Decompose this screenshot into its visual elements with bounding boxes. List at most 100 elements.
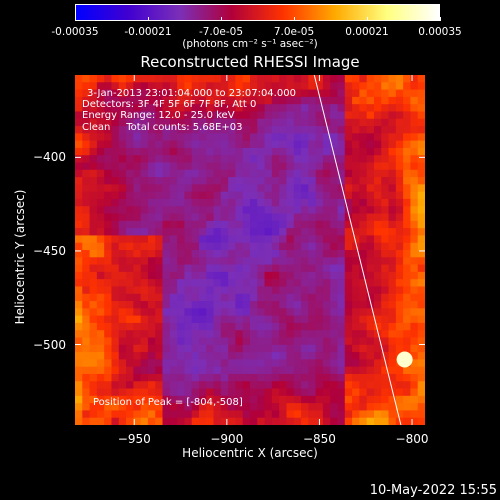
heatmap-cell (235, 133, 244, 142)
heatmap-cell (257, 381, 266, 390)
heatmap-cell (89, 388, 98, 397)
heatmap-cell (359, 308, 368, 317)
heatmap-cell (257, 96, 266, 105)
heatmap-cell (126, 301, 134, 309)
heatmap-cell (228, 417, 237, 425)
heatmap-cell (264, 75, 273, 83)
heatmap-cell (403, 162, 412, 171)
heatmap-cell (388, 279, 397, 288)
heatmap-cell (228, 191, 237, 200)
heatmap-cell (191, 279, 200, 288)
heatmap-cell (177, 147, 185, 156)
heatmap-cell (330, 75, 339, 83)
heatmap-cell (140, 257, 149, 266)
heatmap-cell (118, 388, 127, 397)
heatmap-cell (395, 366, 404, 375)
heatmap-cell (410, 96, 419, 105)
heatmap-cell (359, 352, 368, 360)
heatmap-cell (395, 330, 404, 339)
heatmap-cell (213, 352, 222, 360)
heatmap-cell (75, 381, 83, 390)
heatmap-cell (198, 366, 207, 375)
heatmap-cell (155, 96, 164, 105)
heatmap-cell (264, 403, 273, 412)
heatmap-cell (235, 118, 244, 127)
heatmap-cell (373, 315, 382, 324)
heatmap-cell (184, 330, 193, 339)
heatmap-cell (366, 264, 375, 273)
heatmap-cell (301, 308, 309, 317)
heatmap-cell (388, 271, 397, 280)
heatmap-cell (235, 198, 244, 207)
heatmap-cell (410, 155, 419, 164)
heatmap-cell (381, 126, 390, 134)
heatmap-cell (279, 264, 288, 273)
heatmap-cell (352, 366, 360, 375)
heatmap-cell (126, 330, 134, 339)
heatmap-cell (330, 315, 339, 324)
heatmap-cell (235, 330, 244, 339)
heatmap-cell (242, 301, 251, 309)
heatmap-cell (177, 337, 185, 346)
heatmap-cell (206, 315, 215, 324)
heatmap-cell (228, 162, 237, 171)
heatmap-cell (235, 293, 244, 302)
heatmap-cell (352, 308, 360, 317)
heatmap-plot: 3-Jan-2013 23:01:04.000 to 23:07:04.000 … (75, 75, 425, 425)
heatmap-cell (147, 344, 156, 353)
heatmap-cell (169, 162, 178, 171)
heatmap-cell (403, 169, 412, 178)
heatmap-cell (403, 279, 412, 288)
heatmap-cell (104, 395, 113, 404)
heatmap-cell (322, 235, 331, 244)
heatmap-cell (184, 279, 193, 288)
heatmap-cell (293, 250, 302, 258)
heatmap-cell (373, 330, 382, 339)
heatmap-cell (352, 301, 360, 309)
heatmap-cell (133, 242, 142, 251)
heatmap-cell (118, 279, 127, 288)
heatmap-cell (417, 184, 425, 193)
heatmap-cell (344, 235, 353, 244)
heatmap-cell (337, 381, 346, 390)
heatmap-cell (104, 330, 113, 339)
heatmap-cell (337, 191, 346, 200)
heatmap-cell (75, 395, 83, 404)
heatmap-cell (96, 96, 105, 105)
heatmap-cell (177, 75, 185, 83)
heatmap-cell (220, 96, 229, 105)
heatmap-cell (162, 96, 171, 105)
heatmap-cell (242, 118, 251, 127)
heatmap-cell (330, 118, 339, 127)
heatmap-cell (191, 75, 200, 83)
heatmap-cell (235, 96, 244, 105)
heatmap-cell (242, 344, 251, 353)
heatmap-cell (271, 308, 280, 317)
heatmap-cell (257, 373, 266, 382)
heatmap-cell (104, 82, 113, 91)
heatmap-cell (118, 184, 127, 193)
heatmap-cell (301, 373, 309, 382)
heatmap-cell (75, 89, 83, 98)
heatmap-cell (213, 191, 222, 200)
heatmap-cell (337, 169, 346, 178)
heatmap-cell (191, 169, 200, 178)
heatmap-cell (381, 162, 390, 171)
heatmap-cell (410, 417, 419, 425)
heatmap-cell (228, 271, 237, 280)
heatmap-cell (198, 373, 207, 382)
heatmap-cell (177, 257, 185, 266)
heatmap-cell (352, 191, 360, 200)
heatmap-cell (344, 373, 353, 382)
heatmap-cell (220, 352, 229, 360)
heatmap-cell (147, 104, 156, 113)
heatmap-cell (191, 206, 200, 215)
heatmap-cell (118, 169, 127, 178)
heatmap-cell (126, 198, 134, 207)
heatmap-cell (301, 388, 309, 397)
heatmap-cell (89, 417, 98, 425)
heatmap-cell (104, 279, 113, 288)
heatmap-cell (89, 220, 98, 229)
heatmap-cell (206, 344, 215, 353)
heatmap-cell (140, 96, 149, 105)
